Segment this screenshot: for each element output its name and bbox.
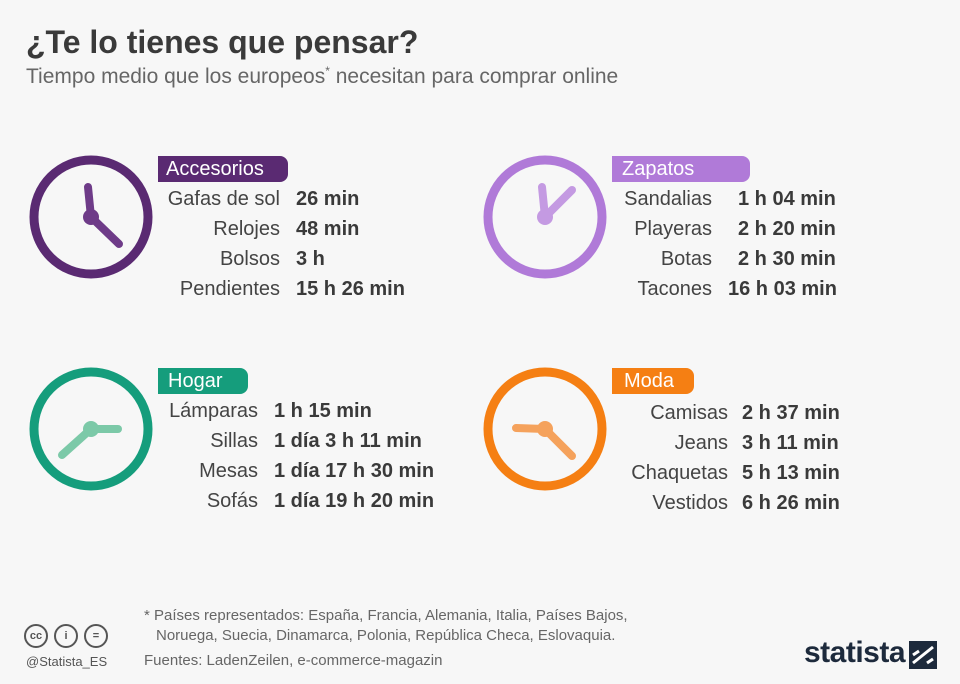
item-label: Lámparas — [169, 400, 258, 422]
item-value: 2 h 37 min — [742, 402, 840, 424]
item-value: 1 día 3 h 11 min — [274, 430, 422, 452]
item-label: Camisas — [650, 402, 728, 424]
item-label: Sillas — [210, 430, 258, 452]
footnote-line-1: * Países representados: España, Francia,… — [144, 607, 628, 624]
footnote-line-2: Noruega, Suecia, Dinamarca, Polonia, Rep… — [156, 627, 616, 644]
subtitle-text: Tiempo medio que los europeos — [26, 65, 326, 88]
item-value: 5 h 13 min — [742, 462, 840, 484]
item-label: Tacones — [637, 278, 713, 300]
item-label: Pendientes — [179, 278, 280, 300]
category-moda: Moda Camisas 2 h 37 min Jeans 3 h 11 min… — [480, 366, 900, 516]
page-title: ¿Te lo tienes que pensar? — [26, 24, 419, 60]
item-value: 6 h 26 min — [742, 492, 840, 514]
logo-mark-icon — [909, 641, 938, 669]
sources: Fuentes: LadenZeilen, e-commerce-magazin — [144, 652, 443, 669]
category-banner: Accesorios — [158, 156, 288, 182]
license-icons[interactable]: cc i = — [24, 624, 108, 648]
item-value: 1 día 19 h 20 min — [274, 490, 435, 512]
page-subtitle: Tiempo medio que los europeos* necesitan… — [26, 64, 618, 89]
item-label: Gafas de sol — [167, 188, 280, 210]
clock-icon — [483, 155, 607, 279]
item-value: 1 día 17 h 30 min — [274, 460, 435, 482]
footnote: * Países representados: España, Francia,… — [144, 606, 704, 646]
item-value: 2 h 20 min — [738, 218, 836, 240]
category-accesorios: Accesorios Gafas de sol 26 min Relojes 4… — [26, 154, 446, 304]
item-value: 48 min — [296, 218, 360, 240]
item-label: Sandalias — [624, 188, 712, 210]
item-label: Mesas — [199, 460, 258, 482]
item-label: Vestidos — [652, 492, 728, 514]
category-banner: Zapatos — [612, 156, 750, 182]
item-label: Playeras — [634, 218, 712, 240]
category-banner: Moda — [612, 368, 694, 394]
item-label: Botas — [660, 248, 712, 270]
item-value: 1 h 15 min — [274, 400, 372, 422]
clock-icon — [29, 155, 153, 279]
item-label: Chaquetas — [631, 462, 728, 484]
item-label: Sofás — [206, 490, 258, 512]
subtitle-asterisk: * — [325, 64, 330, 78]
clock-icon — [483, 367, 607, 491]
nd-icon: = — [84, 624, 108, 648]
item-value: 3 h 11 min — [742, 432, 839, 454]
item-value: 3 h — [296, 248, 325, 270]
item-value: 1 h 04 min — [738, 188, 836, 210]
social-handle[interactable]: @Statista_ES — [26, 654, 108, 669]
logo-wordmark: statista — [804, 636, 906, 669]
item-value: 2 h 30 min — [738, 248, 836, 270]
item-value: 16 h 03 min — [728, 278, 837, 300]
item-label: Jeans — [674, 432, 728, 454]
subtitle-rest: necesitan para comprar online — [329, 65, 619, 88]
category-hogar: Hogar Lámparas 1 h 15 min Sillas 1 día 3… — [26, 366, 466, 516]
cc-icon: cc — [24, 624, 48, 648]
clock-icon — [29, 367, 153, 491]
category-zapatos: Zapatos Sandalias 1 h 04 min Playeras 2 … — [480, 154, 900, 304]
item-value: 15 h 26 min — [296, 278, 405, 300]
item-value: 26 min — [296, 188, 360, 210]
by-icon: i — [54, 624, 78, 648]
category-banner: Hogar — [158, 368, 248, 394]
item-label: Bolsos — [219, 248, 280, 270]
statista-logo[interactable]: statista — [804, 636, 938, 670]
item-label: Relojes — [213, 218, 280, 240]
